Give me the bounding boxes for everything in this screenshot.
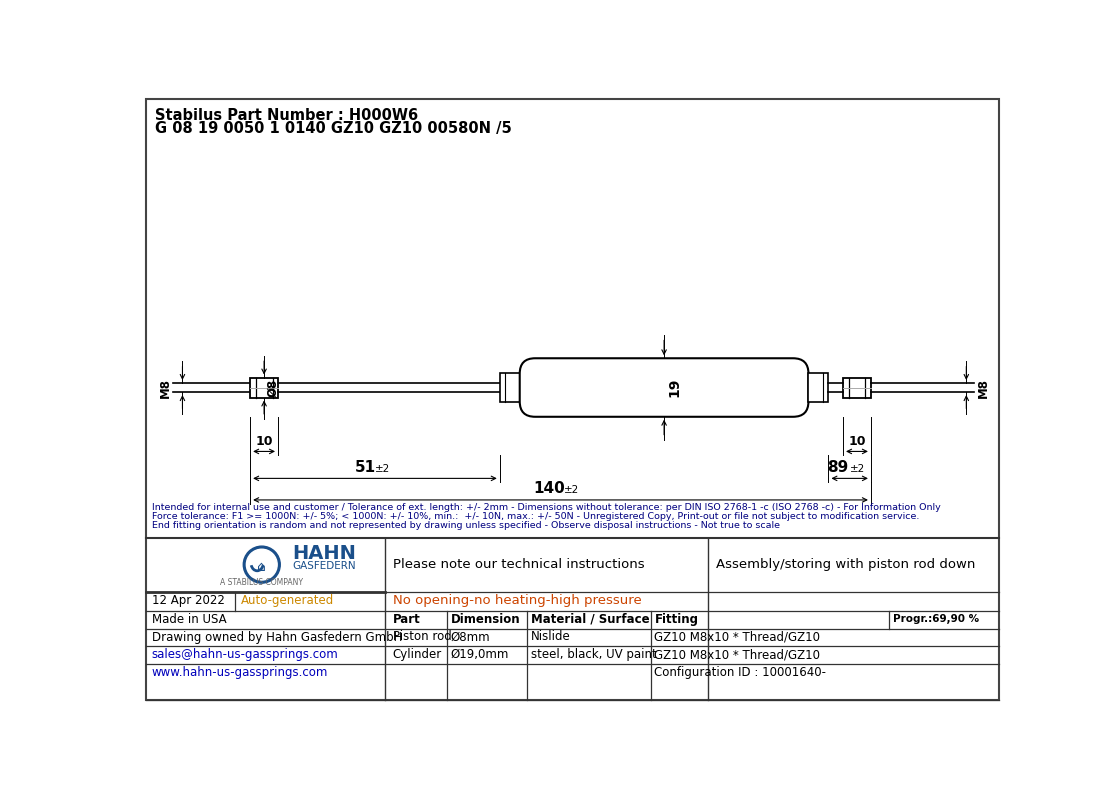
Text: Auto-generated: Auto-generated: [241, 594, 334, 607]
Text: Intended for internal use and customer / Tolerance of ext. length: +/- 2mm - Dim: Intended for internal use and customer /…: [152, 503, 941, 512]
Text: Piston rod: Piston rod: [393, 630, 451, 644]
Text: Force tolerance: F1 >= 1000N: +/- 5%; < 1000N: +/- 10%, min.:  +/- 10N, max.: +/: Force tolerance: F1 >= 1000N: +/- 5%; < …: [152, 513, 919, 521]
Text: M8: M8: [159, 377, 172, 398]
Text: 19: 19: [667, 378, 681, 397]
Text: www.hahn-us-gassprings.com: www.hahn-us-gassprings.com: [152, 666, 328, 679]
Text: Part: Part: [393, 613, 420, 626]
Bar: [843, 377, 871, 398]
Text: 10: 10: [848, 434, 866, 448]
Text: No opening-no heating-high pressure: No opening-no heating-high pressure: [393, 594, 641, 607]
Text: Ø8: Ø8: [266, 378, 279, 396]
Text: Nislide: Nislide: [532, 630, 571, 644]
Text: G 08 19 0050 1 0140 GZ10 GZ10 00580N /5: G 08 19 0050 1 0140 GZ10 GZ10 00580N /5: [155, 121, 512, 136]
Text: Drawing owned by Hahn Gasfedern GmbH: Drawing owned by Hahn Gasfedern GmbH: [152, 630, 402, 644]
Text: 12 Apr 2022: 12 Apr 2022: [152, 594, 225, 607]
Circle shape: [247, 549, 277, 580]
Text: Stabilus Part Number : H000W6: Stabilus Part Number : H000W6: [155, 108, 418, 123]
Text: Assembly/storing with piston rod down: Assembly/storing with piston rod down: [716, 558, 975, 571]
Text: End fitting orientation is random and not represented by drawing unless specifie: End fitting orientation is random and no…: [152, 521, 780, 531]
Bar: [809, 373, 829, 402]
Text: ±2: ±2: [850, 464, 865, 474]
Text: 140: 140: [533, 481, 565, 496]
Text: ⌂: ⌂: [257, 560, 266, 574]
Bar: [499, 373, 519, 402]
Text: GZ10 M8x10 * Thread/GZ10: GZ10 M8x10 * Thread/GZ10: [655, 630, 821, 644]
Text: 51: 51: [355, 460, 376, 475]
Text: Please note our technical instructions: Please note our technical instructions: [393, 558, 645, 571]
Text: Ø19,0mm: Ø19,0mm: [450, 648, 508, 661]
Text: GASFEDERN: GASFEDERN: [293, 561, 356, 571]
Text: ±2: ±2: [375, 464, 390, 474]
Text: A STABILUS COMPANY: A STABILUS COMPANY: [220, 578, 304, 587]
Text: Made in USA: Made in USA: [152, 613, 227, 626]
Text: ±2: ±2: [564, 486, 579, 495]
Text: 10: 10: [256, 434, 273, 448]
Text: Cylinder: Cylinder: [393, 648, 442, 661]
FancyBboxPatch shape: [519, 358, 809, 417]
Text: HAHN: HAHN: [293, 543, 356, 562]
Text: Fitting: Fitting: [655, 613, 698, 626]
Text: Progr.:69,90 %: Progr.:69,90 %: [894, 615, 980, 624]
Text: Ø8mm: Ø8mm: [450, 630, 490, 644]
Text: Configuration ID : 10001640-: Configuration ID : 10001640-: [655, 666, 827, 679]
Text: GZ10 M8x10 * Thread/GZ10: GZ10 M8x10 * Thread/GZ10: [655, 648, 821, 661]
Text: Dimension: Dimension: [450, 613, 521, 626]
Text: sales@hahn-us-gassprings.com: sales@hahn-us-gassprings.com: [152, 648, 338, 661]
Text: M8: M8: [977, 377, 990, 398]
Text: Material / Surface: Material / Surface: [532, 613, 650, 626]
Text: 89: 89: [828, 460, 849, 475]
Bar: [250, 377, 278, 398]
Circle shape: [244, 546, 280, 583]
Text: steel, black, UV paint: steel, black, UV paint: [532, 648, 657, 661]
